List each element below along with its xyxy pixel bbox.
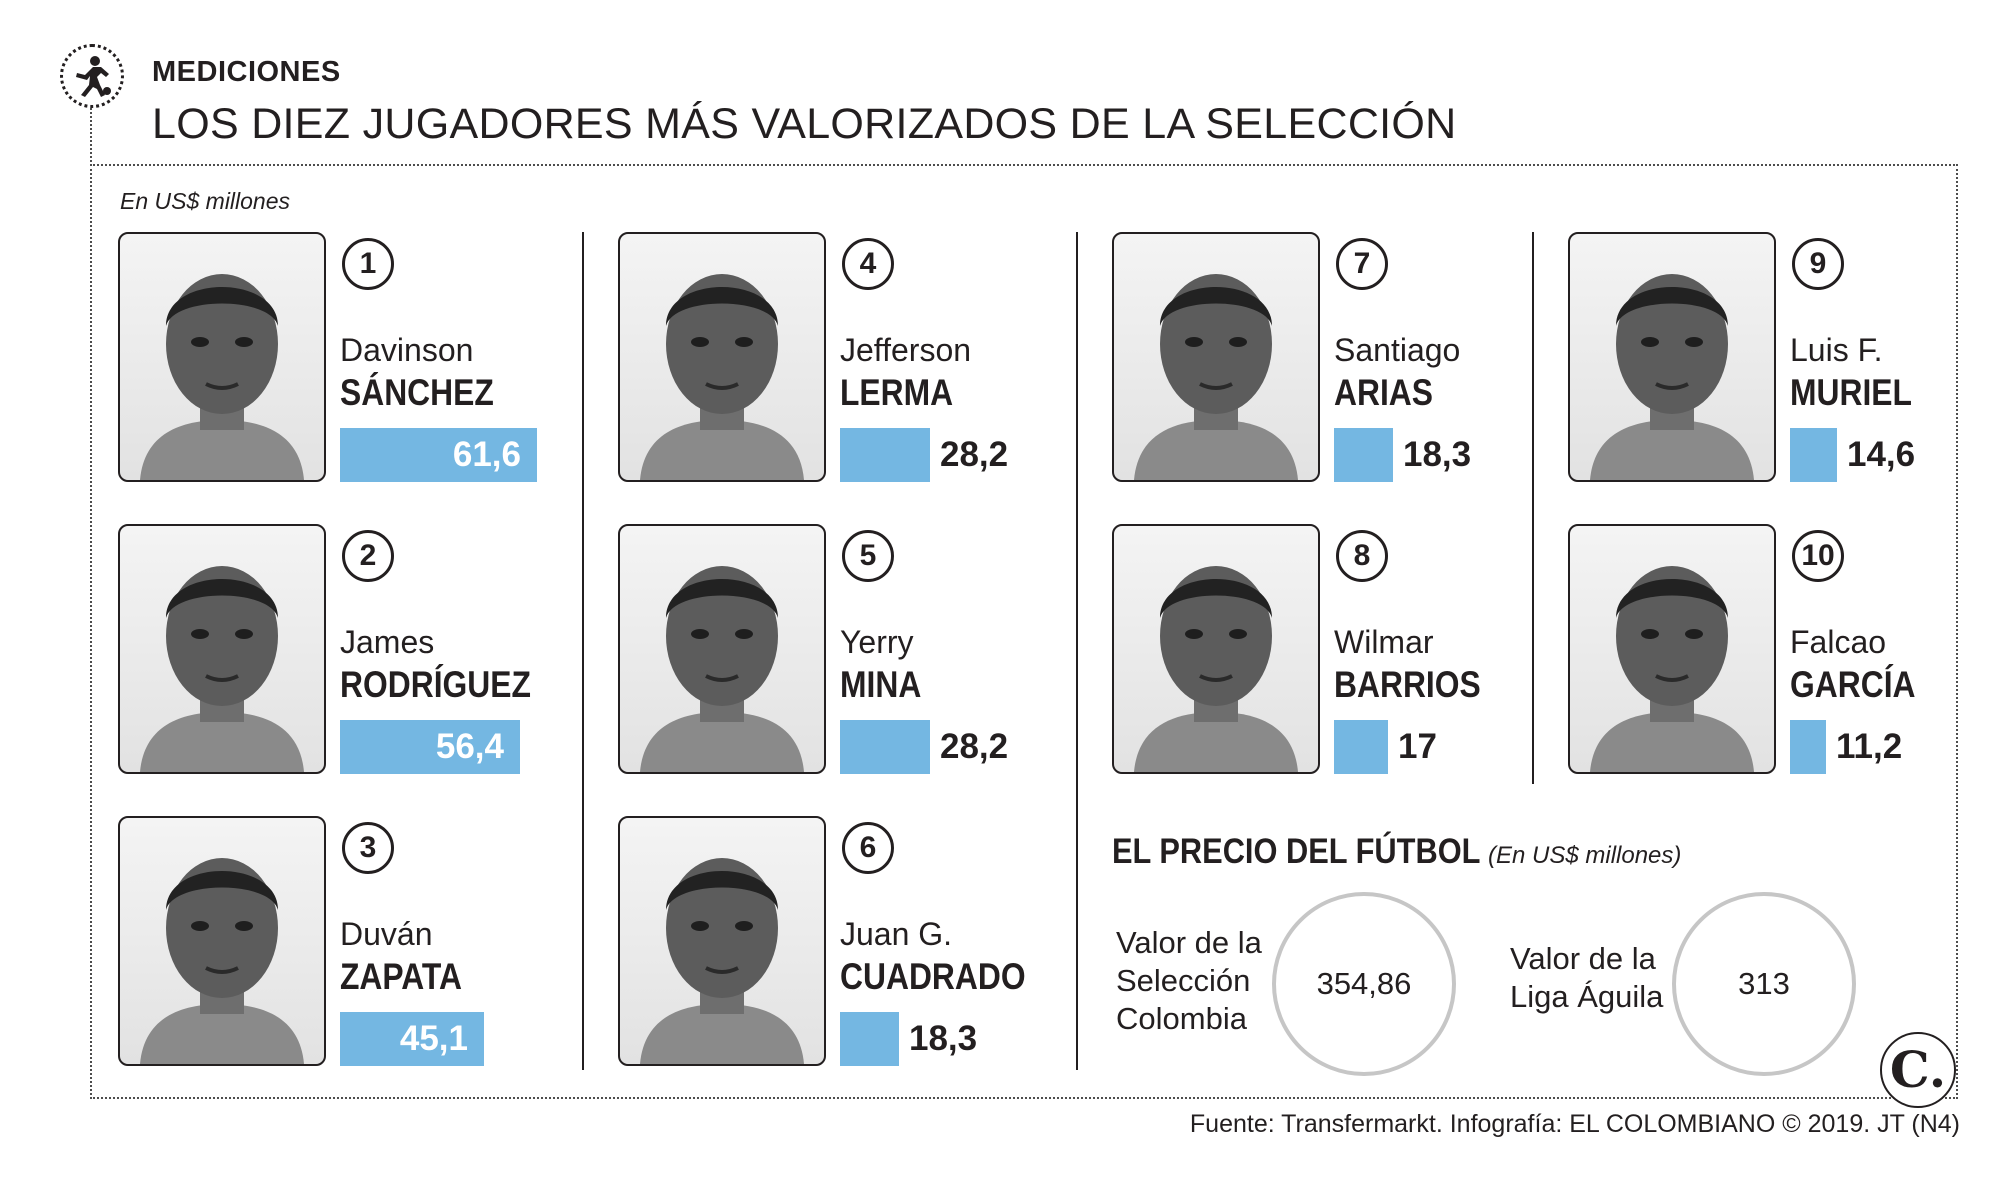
page-title: LOS DIEZ JUGADORES MÁS VALORIZADOS DE LA… [152, 100, 1457, 148]
comparison-label-line: Selección [1116, 963, 1251, 998]
value-bar [1334, 720, 1388, 774]
comparison-circle-liga: 313 [1672, 892, 1856, 1076]
value-bar [1790, 428, 1837, 482]
source-credit: Fuente: Transfermarkt. Infografía: EL CO… [1189, 1110, 1960, 1138]
comparison-label-line: Valor de la [1510, 941, 1656, 976]
player-last-name: LERMA [840, 372, 954, 413]
value-label: 28,2 [940, 435, 1009, 474]
value-label: 45,1 [399, 1019, 468, 1058]
value-label: 11,2 [1836, 727, 1903, 766]
el-colombiano-logo: C. [1880, 1032, 1956, 1108]
player-last-name: GARCÍA [1790, 664, 1916, 705]
column-divider [582, 232, 584, 1070]
frame-connector [90, 108, 92, 166]
player-last-name: RODRÍGUEZ [340, 664, 531, 705]
rank-badge: 2 [342, 530, 394, 582]
player-last-name: ARIAS [1334, 372, 1434, 413]
value-bar [340, 428, 537, 482]
rank-badge: 8 [1336, 530, 1388, 582]
player-photo [1568, 232, 1776, 482]
column-divider [1532, 232, 1534, 784]
rank-badge: 7 [1336, 238, 1388, 290]
value-bar [840, 720, 930, 774]
player-first-name: Yerry [840, 624, 914, 660]
value-label: 56,4 [435, 727, 504, 766]
player-photo [118, 232, 326, 482]
value-bar [1790, 720, 1826, 774]
value-label: 14,6 [1847, 435, 1916, 474]
value-label: 28,2 [940, 727, 1009, 766]
player-first-name: Falcao [1790, 624, 1887, 660]
player-first-name: James [340, 624, 435, 660]
value-label: 18,3 [909, 1019, 978, 1058]
rank-badge: 3 [342, 822, 394, 874]
rank-badge: 5 [842, 530, 894, 582]
rank-badge: 10 [1792, 530, 1844, 582]
rank-badge: 4 [842, 238, 894, 290]
rank-badge: 9 [1792, 238, 1844, 290]
value-bar [840, 428, 930, 482]
player-first-name: Luis F. [1790, 332, 1883, 368]
player-first-name: Davinson [340, 332, 474, 368]
comparison-label-line: Colombia [1116, 1001, 1247, 1036]
comparison-circle-seleccion: 354,86 [1272, 892, 1456, 1076]
value-label: 61,6 [452, 435, 521, 474]
column-divider [1076, 232, 1078, 1070]
player-photo [118, 524, 326, 774]
player-last-name: CUADRADO [840, 956, 1026, 997]
comparison-label-seleccion: Valor de la Selección Colombia [1116, 924, 1262, 1038]
player-photo [618, 816, 826, 1066]
rank-badge: 1 [342, 238, 394, 290]
player-last-name: BARRIOS [1334, 664, 1481, 705]
player-photo [1568, 524, 1776, 774]
soccer-player-icon [60, 44, 124, 108]
comparison-label-line: Valor de la [1116, 925, 1262, 960]
player-last-name: SÁNCHEZ [340, 372, 494, 413]
section-label: MEDICIONES [152, 56, 341, 88]
value-label: 17 [1398, 727, 1437, 766]
chart-frame [90, 164, 1958, 1099]
player-photo [1112, 524, 1320, 774]
value-bar [340, 1012, 484, 1066]
player-first-name: Duván [340, 916, 433, 952]
unit-note: En US$ millones [120, 188, 291, 214]
comparison-label-line: Liga Águila [1510, 979, 1664, 1014]
player-first-name: Santiago [1334, 332, 1461, 368]
player-photo [1112, 232, 1320, 482]
player-last-name: MINA [840, 664, 922, 705]
player-first-name: Jefferson [840, 332, 972, 368]
comparison-label-liga: Valor de la Liga Águila [1510, 940, 1663, 1016]
value-label: 18,3 [1403, 435, 1472, 474]
value-bar [840, 1012, 899, 1066]
player-photo [618, 232, 826, 482]
player-last-name: MURIEL [1790, 372, 1912, 413]
price-section-unit: (En US$ millones) [1488, 842, 1682, 869]
player-photo [618, 524, 826, 774]
player-last-name: ZAPATA [340, 956, 462, 997]
price-section-title: EL PRECIO DEL FÚTBOL [1112, 832, 1481, 871]
player-first-name: Juan G. [840, 916, 953, 952]
rank-badge: 6 [842, 822, 894, 874]
value-bar [1334, 428, 1393, 482]
player-photo [118, 816, 326, 1066]
value-bar [340, 720, 520, 774]
player-first-name: Wilmar [1334, 624, 1434, 660]
